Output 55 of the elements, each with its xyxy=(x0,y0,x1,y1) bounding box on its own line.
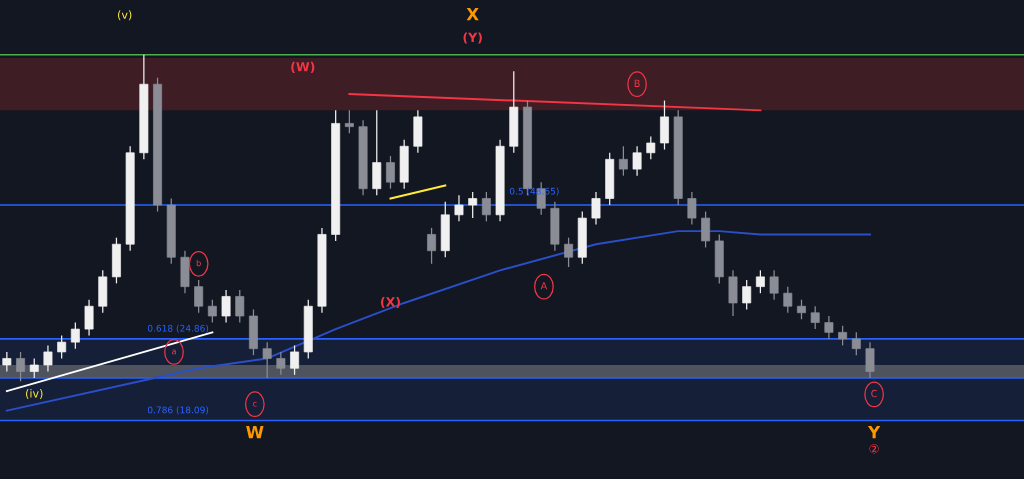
candlestick xyxy=(481,191,491,222)
candlestick xyxy=(16,351,26,382)
candlestick xyxy=(235,289,245,324)
text: C xyxy=(871,389,877,398)
text: c xyxy=(253,401,257,407)
candlestick xyxy=(838,325,848,347)
text: (iv) xyxy=(26,389,43,399)
candlestick xyxy=(427,227,437,265)
text: Y xyxy=(867,426,881,439)
candlestick xyxy=(865,341,875,379)
candlestick xyxy=(84,299,94,337)
text: (Y) xyxy=(463,32,482,44)
text: X xyxy=(466,8,479,21)
annotation: A xyxy=(540,282,548,290)
candlestick xyxy=(701,210,711,249)
candlestick xyxy=(2,351,12,373)
annotation: (X) xyxy=(381,296,400,309)
candlestick xyxy=(564,237,574,268)
candlestick xyxy=(797,299,806,320)
candlestick xyxy=(29,357,39,379)
annotation: b xyxy=(196,259,201,267)
candlestick xyxy=(207,299,217,324)
candlestick xyxy=(344,109,354,134)
candlestick xyxy=(755,269,765,294)
candlestick xyxy=(810,305,820,330)
candlestick xyxy=(262,341,272,379)
candlestick xyxy=(70,321,80,350)
candlestick xyxy=(454,194,464,222)
candlestick xyxy=(591,191,601,226)
annotation: a xyxy=(171,349,176,355)
candlestick xyxy=(769,269,779,301)
candlestick xyxy=(276,351,286,376)
candlestick xyxy=(43,344,53,373)
candlestick xyxy=(783,286,793,314)
candlestick xyxy=(468,191,478,219)
text: W xyxy=(246,426,264,439)
annotation: 0.5 (48.65) xyxy=(509,187,559,196)
annotation: 0.618 (24.86) xyxy=(147,324,209,333)
text: ② xyxy=(869,444,879,454)
candlestick xyxy=(824,315,834,340)
candlestick xyxy=(632,145,642,177)
candlestick xyxy=(646,135,656,160)
candlestick xyxy=(386,155,395,190)
candlestick xyxy=(194,279,204,314)
text: (v) xyxy=(118,10,132,21)
annotation: B xyxy=(634,79,640,87)
candlestick xyxy=(290,344,300,376)
candlestick xyxy=(851,331,861,356)
text: 0.786 (18.09) xyxy=(147,406,209,415)
candlestick xyxy=(618,145,628,177)
candlestick xyxy=(57,334,67,360)
candlestick xyxy=(221,289,231,324)
candlestick xyxy=(742,279,752,311)
annotation: (W) xyxy=(291,61,315,73)
candlestick xyxy=(687,191,697,226)
